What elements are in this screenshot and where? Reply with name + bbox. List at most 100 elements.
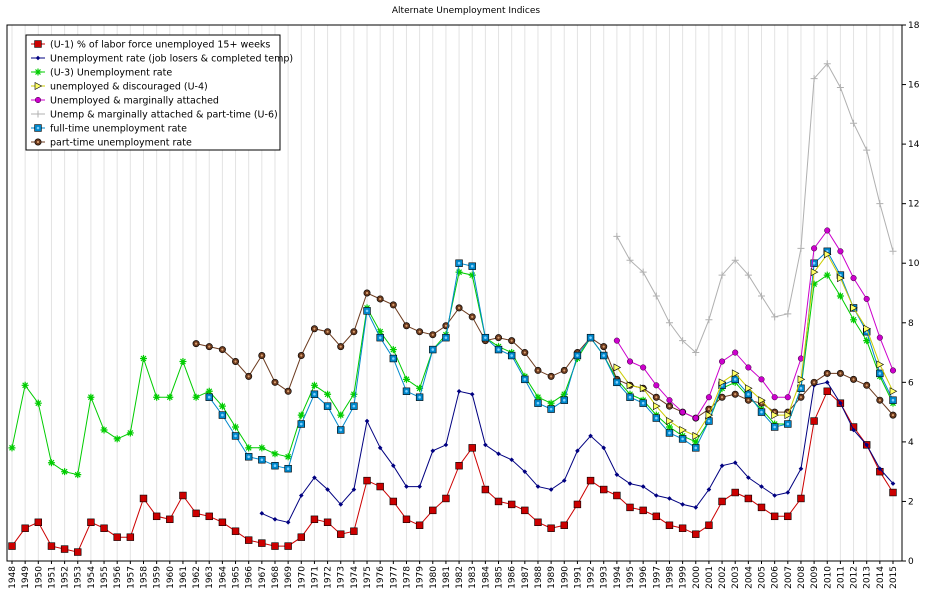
data-point [706,487,712,492]
legend-label: (U-3) Unemployment rate [50,68,172,79]
data-point [284,464,292,473]
x-tick-label: 1951 [47,566,57,589]
data-point [876,360,885,369]
y-tick-label: 14 [908,140,920,150]
data-point [258,456,266,464]
legend-marker [35,55,41,61]
series-line [616,229,894,419]
data-point [534,518,542,526]
data-point [731,390,739,398]
data-point [389,301,397,309]
x-tick-label: 1977 [389,566,399,589]
data-point [836,369,844,377]
data-point [771,411,779,420]
data-point [351,487,357,492]
x-tick-label: 1967 [258,566,268,589]
data-point [402,322,410,330]
y-tick-label: 10 [908,259,920,269]
data-point [152,512,161,521]
x-tick-label: 1966 [245,566,255,589]
data-point [889,488,897,497]
data-point [744,494,753,503]
data-point [889,247,897,255]
data-point [534,366,542,374]
data-point [665,402,673,410]
data-point [692,415,699,422]
data-point [258,352,266,360]
data-point [771,394,778,401]
data-point [218,411,227,419]
data-point [481,485,490,494]
data-point [218,402,226,410]
data-point [468,271,476,279]
data-point [639,399,647,407]
data-point [692,444,700,452]
legend-label: (U-1) % of labor force unemployed 15+ we… [50,40,270,51]
data-point [232,423,240,431]
legend-label: Unemployed & marginally attached [50,96,219,107]
x-tick-label: 1962 [192,566,202,589]
data-point [784,420,792,428]
data-point [745,384,753,393]
legend-marker [34,82,43,90]
data-point [483,442,488,448]
data-point [770,512,779,521]
data-point [757,503,766,512]
data-point [705,411,714,420]
data-point [705,316,713,324]
data-point [890,481,896,486]
data-point [47,542,56,550]
data-point [271,450,279,458]
x-tick-label: 2013 [863,566,873,589]
data-point [87,393,95,401]
data-point [297,352,305,360]
legend-item: Unemp & marginally attached & part-time … [31,110,278,121]
data-point [678,524,687,532]
x-tick-label: 2000 [692,566,702,589]
y-tick-label: 2 [908,497,914,507]
x-tick-label: 1956 [113,566,123,589]
series-line [616,253,894,437]
data-point [272,517,278,522]
data-point [850,375,858,383]
data-point [429,506,437,515]
legend-box [25,34,281,151]
x-tick-label: 1960 [166,566,176,589]
x-tick-label: 1986 [508,566,518,589]
data-point [126,533,135,541]
data-point [851,427,856,433]
data-point [679,425,687,434]
data-point [468,444,476,452]
data-point [784,310,792,318]
x-tick-label: 1971 [310,566,320,589]
data-point [561,478,567,483]
data-point [21,381,29,389]
data-point [679,337,687,345]
data-point [824,227,831,234]
legend-label: Unemp & marginally attached & part-time … [50,110,278,121]
data-point [758,292,766,300]
data-point [692,349,700,357]
data-point [363,289,371,297]
data-point [534,399,542,407]
data-point [284,453,292,461]
data-point [469,391,475,397]
data-point [166,515,174,524]
data-point [404,484,409,489]
x-tick-label: 2008 [797,566,807,589]
data-point [376,328,384,336]
data-point [639,384,648,393]
data-point [719,358,726,365]
data-point [823,271,831,279]
data-point [863,337,871,345]
data-point [139,355,147,363]
data-point [784,411,793,420]
legend-marker [34,40,42,48]
data-point [87,518,95,526]
data-point [323,518,332,526]
data-point [652,393,660,401]
data-point [509,457,514,463]
x-tick-label: 1975 [363,566,373,589]
data-point [416,328,424,336]
data-point [521,375,529,384]
